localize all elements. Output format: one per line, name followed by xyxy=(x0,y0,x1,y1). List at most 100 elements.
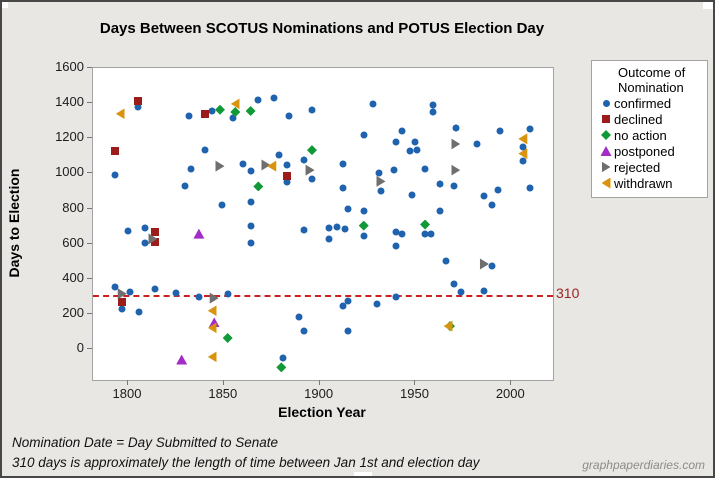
data-point-confirmed xyxy=(308,106,316,114)
data-point-confirmed xyxy=(325,235,333,243)
legend-entry-rejected: rejected xyxy=(592,159,707,175)
x-axis-tick-label: 1800 xyxy=(112,386,142,401)
data-point-confirmed xyxy=(427,230,435,238)
plot-area xyxy=(92,67,554,381)
data-point-confirmed xyxy=(421,230,429,238)
data-point-rejected xyxy=(209,292,219,304)
legend-entry-confirmed: confirmed xyxy=(592,95,707,111)
data-point-no-action xyxy=(420,219,431,230)
data-point-confirmed xyxy=(172,289,180,297)
x-axis-tick xyxy=(127,380,128,385)
data-point-withdrawn xyxy=(207,305,217,317)
data-point-rejected xyxy=(215,160,225,172)
footnote-line-2: 310 days is approximately the length of … xyxy=(12,455,480,470)
data-point-confirmed xyxy=(429,101,437,109)
footnotes: Nomination Date = Day Submitted to Senat… xyxy=(12,433,480,473)
data-point-confirmed xyxy=(247,222,255,230)
data-point-confirmed xyxy=(181,182,189,190)
data-point-confirmed xyxy=(360,207,368,215)
data-point-confirmed xyxy=(275,151,283,159)
data-point-confirmed xyxy=(473,140,481,148)
data-point-confirmed xyxy=(408,191,416,199)
data-point-confirmed xyxy=(450,280,458,288)
data-point-confirmed xyxy=(124,227,132,235)
data-point-postponed xyxy=(208,317,220,328)
data-point-confirmed xyxy=(436,207,444,215)
x-axis-tick-label: 1850 xyxy=(208,386,238,401)
data-point-confirmed xyxy=(208,107,216,115)
data-point-confirmed xyxy=(339,184,347,192)
data-point-confirmed xyxy=(392,228,400,236)
data-point-withdrawn xyxy=(443,320,453,332)
data-point-declined xyxy=(150,238,159,247)
window-corner-notch xyxy=(703,2,713,9)
data-point-confirmed xyxy=(373,300,381,308)
data-point-confirmed xyxy=(185,112,193,120)
data-point-confirmed xyxy=(341,225,349,233)
data-point-declined xyxy=(283,172,292,181)
data-point-confirmed xyxy=(392,242,400,250)
data-point-no-action xyxy=(306,145,317,156)
data-point-confirmed xyxy=(254,96,262,104)
data-point-confirmed xyxy=(300,156,308,164)
y-axis-tick-label: 1600 xyxy=(55,59,84,75)
data-point-confirmed xyxy=(283,178,291,186)
data-point-confirmed xyxy=(411,138,419,146)
data-point-confirmed xyxy=(339,302,347,310)
legend-entry-no-action: no action xyxy=(592,127,707,143)
data-point-confirmed xyxy=(344,205,352,213)
data-point-confirmed xyxy=(224,290,232,298)
data-point-confirmed xyxy=(375,169,383,177)
legend-entry-declined: declined xyxy=(592,111,707,127)
data-point-confirmed xyxy=(333,223,341,231)
data-point-confirmed xyxy=(436,180,444,188)
data-point-rejected xyxy=(376,175,386,187)
data-point-confirmed xyxy=(429,108,437,116)
data-point-confirmed xyxy=(398,230,406,238)
data-point-confirmed xyxy=(201,146,209,154)
data-point-confirmed xyxy=(239,160,247,168)
x-axis-tick-label: 2000 xyxy=(495,386,525,401)
legend-entry-postponed: postponed xyxy=(592,143,707,159)
data-point-confirmed xyxy=(526,125,534,133)
data-point-confirmed xyxy=(442,257,450,265)
data-point-confirmed xyxy=(111,171,119,179)
y-axis-title: Days to Election xyxy=(6,168,22,278)
data-point-withdrawn xyxy=(518,133,528,145)
data-point-confirmed xyxy=(494,186,502,194)
footnote-line-1: Nomination Date = Day Submitted to Senat… xyxy=(12,435,279,450)
y-axis-tick xyxy=(87,312,92,314)
y-axis-tick-label: 1200 xyxy=(55,129,84,145)
data-point-confirmed xyxy=(421,165,429,173)
rejected-marker-icon xyxy=(598,161,614,173)
y-axis-tick xyxy=(87,102,92,104)
data-point-no-action xyxy=(245,105,256,116)
data-point-confirmed xyxy=(247,167,255,175)
data-point-no-action xyxy=(214,104,225,115)
legend-entry-label: withdrawn xyxy=(614,175,673,191)
data-point-confirmed xyxy=(398,127,406,135)
data-point-confirmed xyxy=(457,288,465,296)
data-point-declined xyxy=(200,109,209,118)
data-point-confirmed xyxy=(229,114,237,122)
data-point-postponed xyxy=(176,354,188,365)
reference-line-label: 310 xyxy=(556,284,580,301)
data-point-confirmed xyxy=(519,143,527,151)
data-point-confirmed xyxy=(151,285,159,293)
data-point-confirmed xyxy=(526,184,534,192)
data-point-confirmed xyxy=(339,160,347,168)
data-point-confirmed xyxy=(390,166,398,174)
data-point-no-action xyxy=(222,332,233,343)
data-point-confirmed xyxy=(344,297,352,305)
y-axis-tick-label: 800 xyxy=(62,199,84,215)
data-point-withdrawn xyxy=(230,98,240,110)
data-point-withdrawn xyxy=(207,322,217,334)
y-axis-tick-label: 1000 xyxy=(55,164,84,180)
data-point-no-action xyxy=(358,220,369,231)
data-point-confirmed xyxy=(496,127,504,135)
x-axis-title: Election Year xyxy=(278,404,366,420)
data-point-confirmed xyxy=(519,157,527,165)
data-point-no-action xyxy=(253,181,264,192)
legend-entry-withdrawn: withdrawn xyxy=(592,175,707,191)
data-point-confirmed xyxy=(377,187,385,195)
